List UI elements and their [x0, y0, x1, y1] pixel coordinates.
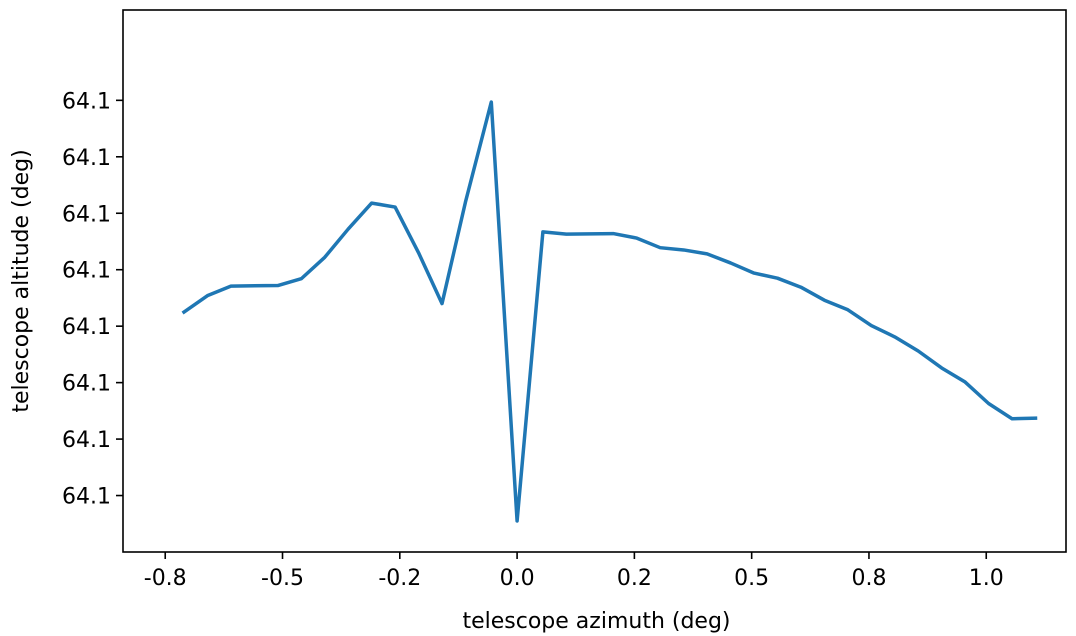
plot-area	[181, 100, 1038, 523]
y-tick-label: 64.1	[62, 202, 111, 227]
y-tick-label: 64.1	[62, 146, 111, 171]
x-tick-label: -0.2	[378, 566, 421, 591]
y-axis-label: telescope altitude (deg)	[9, 149, 34, 412]
series-line	[181, 100, 1038, 523]
x-axis-label: telescope azimuth (deg)	[462, 609, 730, 634]
y-tick-label: 64.1	[62, 89, 111, 114]
y-tick-label: 64.1	[62, 428, 111, 453]
x-axis-ticks: -0.8 -0.5 -0.2 0.0 0.2 0.5 0.8 1.0	[144, 552, 1004, 591]
x-tick-label: 0.0	[500, 566, 535, 591]
y-tick-label: 64.1	[62, 315, 111, 340]
y-tick-label: 64.1	[62, 259, 111, 284]
plot-frame	[122, 9, 1067, 553]
x-tick-label: -0.8	[144, 566, 187, 591]
y-tick-label: 64.1	[62, 372, 111, 397]
y-axis-ticks: 64.1 64.1 64.1 64.1 64.1 64.1 64.1 64.1	[62, 89, 123, 510]
x-tick-label: 0.5	[734, 566, 769, 591]
x-tick-label: -0.5	[261, 566, 304, 591]
x-tick-label: 1.0	[969, 566, 1004, 591]
x-tick-label: 0.8	[851, 566, 886, 591]
x-tick-label: 0.2	[617, 566, 652, 591]
y-tick-label: 64.1	[62, 485, 111, 510]
